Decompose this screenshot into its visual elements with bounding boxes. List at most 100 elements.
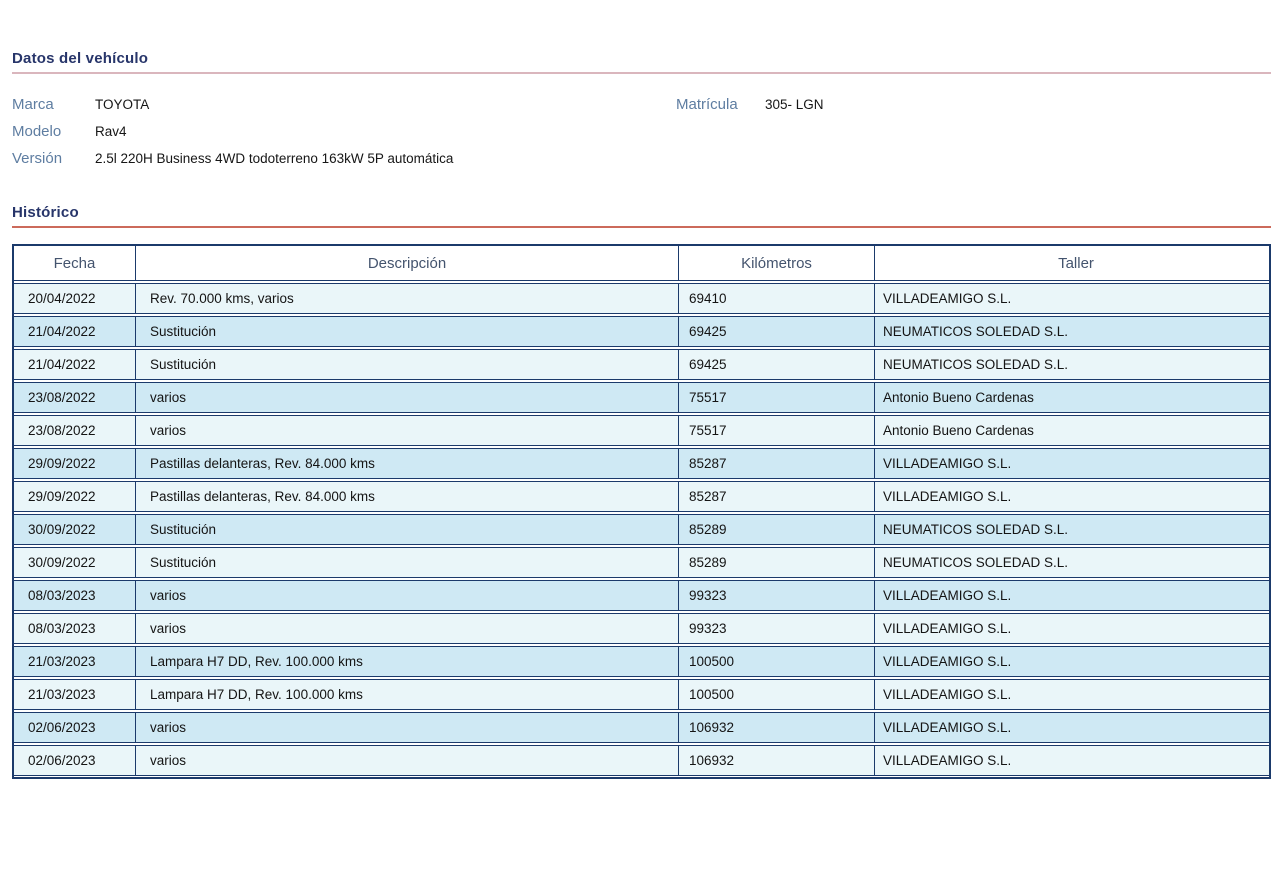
cell-descripcion: varios: [136, 416, 679, 445]
cell-fecha: 02/06/2023: [14, 746, 136, 775]
history-table-body: 20/04/2022 Rev. 70.000 kms, varios 69410…: [14, 283, 1269, 777]
table-row: 29/09/2022 Pastillas delanteras, Rev. 84…: [14, 481, 1269, 512]
cell-fecha: 23/08/2022: [14, 416, 136, 445]
cell-taller: NEUMATICOS SOLEDAD S.L.: [883, 324, 1069, 339]
table-row: 30/09/2022 Sustitución 85289 NEUMATICOS …: [14, 514, 1269, 545]
header-descripcion: Descripción: [136, 246, 679, 280]
cell-taller: VILLADEAMIGO S.L.: [883, 489, 1012, 504]
table-row: 02/06/2023 varios 106932 VILLADEAMIGO S.…: [14, 745, 1269, 776]
cell-fecha: 30/09/2022: [14, 515, 136, 544]
cell-fecha: 02/06/2023: [14, 713, 136, 742]
cell-kilometros: 85289: [679, 548, 875, 577]
cell-descripcion: Lampara H7 DD, Rev. 100.000 kms: [136, 680, 679, 709]
table-row: 21/04/2022 Sustitución 69425 NEUMATICOS …: [14, 316, 1269, 347]
cell-taller: Antonio Bueno Cardenas: [883, 390, 1034, 405]
cell-fecha: 08/03/2023: [14, 614, 136, 643]
header-kilometros: Kilómetros: [679, 246, 875, 280]
cell-taller: NEUMATICOS SOLEDAD S.L.: [883, 555, 1069, 570]
version-label: Versión: [12, 150, 63, 167]
table-row: 29/09/2022 Pastillas delanteras, Rev. 84…: [14, 448, 1269, 479]
table-row: 21/03/2023 Lampara H7 DD, Rev. 100.000 k…: [14, 646, 1269, 677]
cell-fecha: 08/03/2023: [14, 581, 136, 610]
cell-descripcion: varios: [136, 614, 679, 643]
cell-descripcion: Rev. 70.000 kms, varios: [136, 284, 679, 313]
cell-fecha: 21/03/2023: [14, 647, 136, 676]
cell-fecha: 30/09/2022: [14, 548, 136, 577]
cell-taller: VILLADEAMIGO S.L.: [883, 720, 1012, 735]
table-row: 08/03/2023 varios 99323 VILLADEAMIGO S.L…: [14, 580, 1269, 611]
cell-kilometros: 75517: [679, 416, 875, 445]
history-table-header: Fecha Descripción Kilómetros Taller: [14, 246, 1269, 281]
history-table: Fecha Descripción Kilómetros Taller 20/0…: [12, 244, 1271, 779]
cell-fecha: 21/04/2022: [14, 317, 136, 346]
cell-taller: VILLADEAMIGO S.L.: [883, 291, 1012, 306]
cell-taller: VILLADEAMIGO S.L.: [883, 687, 1012, 702]
field-marca: Marca TOYOTA: [12, 96, 1271, 113]
cell-taller: NEUMATICOS SOLEDAD S.L.: [883, 522, 1069, 537]
cell-kilometros: 100500: [679, 647, 875, 676]
vehicle-fields-left: Marca TOYOTA Modelo Rav4 Versión 2.5l 22…: [12, 96, 1271, 167]
cell-taller: VILLADEAMIGO S.L.: [883, 621, 1012, 636]
cell-kilometros: 85287: [679, 482, 875, 511]
section-title-history: Histórico: [12, 204, 79, 221]
modelo-value: Rav4: [95, 124, 127, 139]
table-row: 23/08/2022 varios 75517 Antonio Bueno Ca…: [14, 415, 1269, 446]
cell-taller: Antonio Bueno Cardenas: [883, 423, 1034, 438]
cell-kilometros: 69425: [679, 317, 875, 346]
cell-taller: VILLADEAMIGO S.L.: [883, 654, 1012, 669]
cell-descripcion: varios: [136, 746, 679, 775]
table-row: 02/06/2023 varios 106932 VILLADEAMIGO S.…: [14, 712, 1269, 743]
cell-descripcion: Sustitución: [136, 317, 679, 346]
table-row: 21/03/2023 Lampara H7 DD, Rev. 100.000 k…: [14, 679, 1269, 710]
matricula-value: 305- LGN: [765, 97, 824, 112]
section-divider-history: [12, 226, 1271, 228]
version-value: 2.5l 220H Business 4WD todoterreno 163kW…: [95, 151, 454, 166]
table-row: 23/08/2022 varios 75517 Antonio Bueno Ca…: [14, 382, 1269, 413]
cell-kilometros: 99323: [679, 581, 875, 610]
cell-descripcion: Sustitución: [136, 548, 679, 577]
cell-kilometros: 69425: [679, 350, 875, 379]
table-row: 30/09/2022 Sustitución 85289 NEUMATICOS …: [14, 547, 1269, 578]
cell-fecha: 21/03/2023: [14, 680, 136, 709]
field-modelo: Modelo Rav4: [12, 123, 1271, 140]
cell-descripcion: varios: [136, 581, 679, 610]
cell-descripcion: varios: [136, 383, 679, 412]
marca-value: TOYOTA: [95, 97, 150, 112]
matricula-label: Matrícula: [676, 96, 738, 113]
vehicle-fields: Marca TOYOTA Modelo Rav4 Versión 2.5l 22…: [12, 96, 1271, 176]
cell-fecha: 29/09/2022: [14, 449, 136, 478]
cell-taller: NEUMATICOS SOLEDAD S.L.: [883, 357, 1069, 372]
vehicle-fields-right: Matrícula 305- LGN: [676, 96, 824, 123]
cell-kilometros: 85287: [679, 449, 875, 478]
table-row: 21/04/2022 Sustitución 69425 NEUMATICOS …: [14, 349, 1269, 380]
cell-kilometros: 75517: [679, 383, 875, 412]
cell-descripcion: varios: [136, 713, 679, 742]
cell-kilometros: 69410: [679, 284, 875, 313]
marca-label: Marca: [12, 96, 54, 113]
cell-fecha: 23/08/2022: [14, 383, 136, 412]
field-matricula: Matrícula 305- LGN: [676, 96, 824, 113]
table-row: 20/04/2022 Rev. 70.000 kms, varios 69410…: [14, 283, 1269, 314]
cell-descripcion: Lampara H7 DD, Rev. 100.000 kms: [136, 647, 679, 676]
cell-kilometros: 85289: [679, 515, 875, 544]
section-title-vehicle: Datos del vehículo: [12, 50, 149, 67]
modelo-label: Modelo: [12, 123, 62, 140]
cell-taller: VILLADEAMIGO S.L.: [883, 753, 1012, 768]
cell-kilometros: 100500: [679, 680, 875, 709]
cell-taller: VILLADEAMIGO S.L.: [883, 456, 1012, 471]
cell-taller: VILLADEAMIGO S.L.: [883, 588, 1012, 603]
header-taller: Taller: [1058, 254, 1094, 272]
cell-fecha: 20/04/2022: [14, 284, 136, 313]
section-divider-vehicle: [12, 72, 1271, 74]
cell-kilometros: 106932: [679, 713, 875, 742]
field-version: Versión 2.5l 220H Business 4WD todoterre…: [12, 150, 1271, 167]
cell-kilometros: 106932: [679, 746, 875, 775]
header-fecha: Fecha: [14, 246, 136, 280]
report-page: Datos del vehículo Marca TOYOTA Modelo R…: [12, 50, 1271, 779]
cell-kilometros: 99323: [679, 614, 875, 643]
cell-descripcion: Pastillas delanteras, Rev. 84.000 kms: [136, 449, 679, 478]
cell-fecha: 29/09/2022: [14, 482, 136, 511]
cell-fecha: 21/04/2022: [14, 350, 136, 379]
cell-descripcion: Sustitución: [136, 350, 679, 379]
table-row: 08/03/2023 varios 99323 VILLADEAMIGO S.L…: [14, 613, 1269, 644]
